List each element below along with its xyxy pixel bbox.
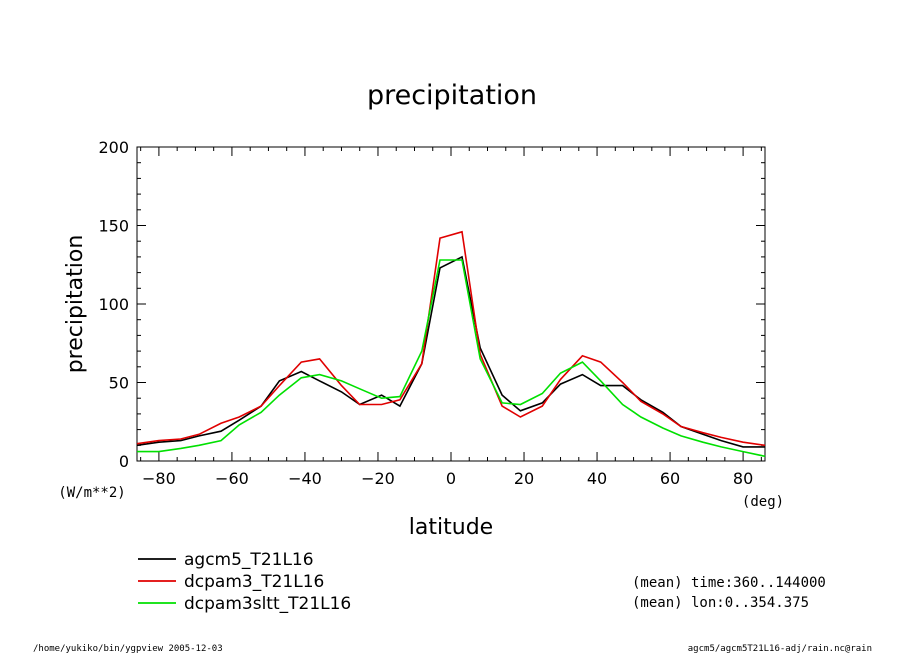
y-unit-label: (W/m**2): [58, 485, 125, 501]
x-axis-ticks: −80 −60 −40 −20 0 20 40 60 80: [140, 147, 762, 488]
series-line-dcpam3-t21l16: [136, 230, 766, 447]
plot-frame: [136, 146, 766, 462]
footer-left-path: /home/yukiko/bin/ygpview 2005-12-03: [33, 644, 223, 654]
annotation-time-mean: (mean) time:360..144000: [632, 575, 826, 591]
series-line-agcm5-t21l16: [136, 255, 765, 448]
legend-label: dcpam3_T21L16: [184, 572, 324, 592]
x-tick-label: −40: [288, 469, 322, 488]
y-tick-label: 0: [119, 452, 129, 471]
x-tick-label: 80: [733, 469, 753, 488]
x-tick-label: −60: [215, 469, 249, 488]
y-axis-ticks: 0 50 100 150 200: [98, 138, 765, 471]
x-tick-label: 0: [446, 469, 456, 488]
series-layer: [136, 230, 766, 458]
x-unit-label: (deg): [742, 494, 784, 510]
y-axis-label: precipitation: [63, 235, 88, 374]
footer-right-path: agcm5/agcm5T21L16-adj/rain.nc@rain: [688, 644, 872, 654]
annotation-lon-mean: (mean) lon:0..354.375: [632, 595, 809, 611]
chart-title: precipitation: [367, 80, 537, 111]
x-tick-label: 60: [660, 469, 680, 488]
y-tick-label: 50: [109, 374, 129, 393]
x-tick-label: 40: [587, 469, 607, 488]
series-line-dcpam3sltt-t21l16: [137, 259, 766, 458]
legend-label: dcpam3sltt_T21L16: [184, 594, 351, 614]
x-axis-label: latitude: [409, 515, 493, 540]
x-tick-label: −20: [361, 469, 395, 488]
x-tick-label: −80: [142, 469, 176, 488]
legend-label: agcm5_T21L16: [184, 550, 314, 570]
y-tick-label: 200: [98, 138, 129, 157]
y-tick-label: 150: [98, 217, 129, 236]
y-tick-label: 100: [98, 295, 129, 314]
x-tick-label: 20: [514, 469, 534, 488]
chart-legend: agcm5_T21L16dcpam3_T21L16dcpam3sltt_T21L…: [138, 550, 351, 614]
